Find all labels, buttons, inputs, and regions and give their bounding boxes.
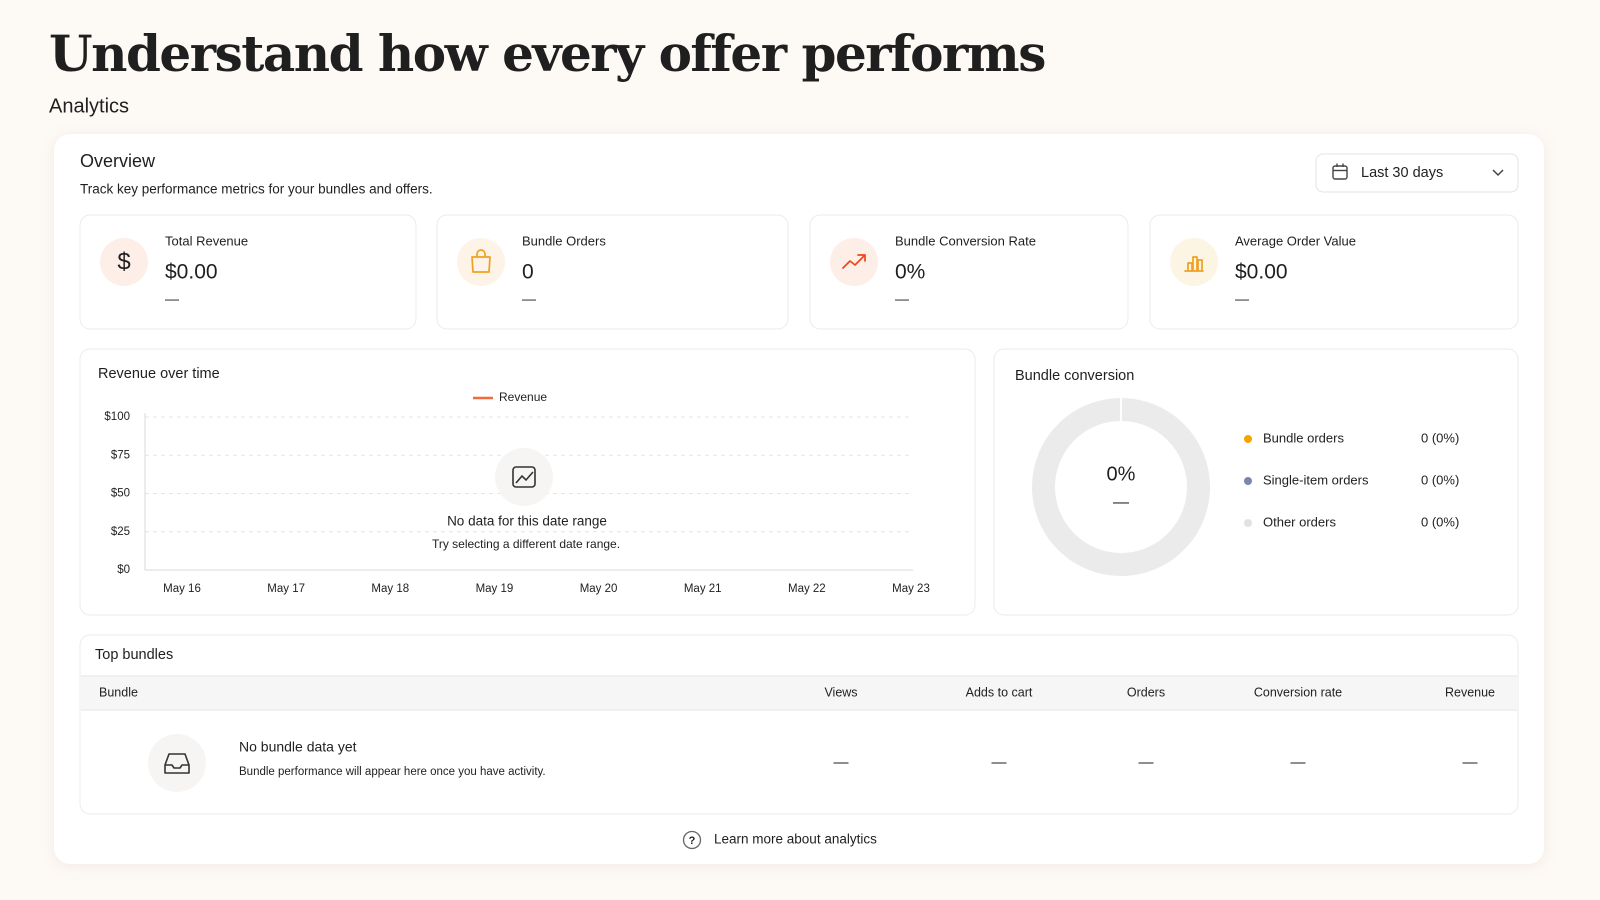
y-tick-label: $0 [117,564,130,576]
metric-value: $0.00 [1235,261,1288,284]
table-title: Top bundles [95,647,173,663]
metric-icon-bg [457,238,505,286]
cell-placeholder: — [834,754,849,771]
legend-name: Other orders [1263,514,1336,529]
column-header: Bundle [99,685,138,699]
donut-center-sub: — [1113,494,1129,511]
cell-placeholder: — [1463,754,1478,771]
date-range-button[interactable]: Last 30 days [1315,153,1519,193]
metric-change: — [522,291,536,307]
donut-center-value: 0% [1107,463,1136,485]
overview-description: Track key performance metrics for your b… [80,182,433,197]
empty-chart-icon [512,466,536,488]
empty-table-hint: Bundle performance will appear here once… [239,766,546,778]
metric-icon: $ [117,248,130,275]
table-card [79,634,1519,815]
empty-chart-hint: Try selecting a different date range. [432,537,620,551]
legend-value: 0 (0%) [1421,430,1459,445]
learn-more-text[interactable]: Learn more about analytics [714,832,877,847]
x-tick-label: May 19 [476,583,514,595]
legend-value: 0 (0%) [1421,514,1459,529]
y-tick-label: $75 [111,449,130,461]
metric-change: — [165,291,179,307]
legend-dot [1244,519,1252,527]
legend-label: Revenue [499,390,547,404]
metric-icon [471,249,491,273]
legend-dot [1244,477,1252,485]
cell-placeholder: — [1291,754,1306,771]
metric-card [79,214,417,330]
column-header: Views [824,685,857,699]
metric-card [436,214,789,330]
page-title: Understand how every offer performs [49,24,1045,83]
learn-more-link[interactable]: ? Learn more about analytics [682,830,878,850]
metric-label: Bundle Orders [522,233,606,248]
x-tick-label: May 23 [892,583,930,595]
metric-change: — [895,291,909,307]
inbox-icon [164,753,190,774]
calendar-icon [1332,163,1348,180]
metric-icon-bg [1170,238,1218,286]
metric-cards: $ Total Revenue $0.00 — Bundle Orders 0 — Bundl… [79,214,1519,330]
help-icon [682,830,702,850]
table-header-row [81,676,1517,710]
revenue-chart: $0 $25 $50 $75 $100 May 16 May 17 May 18 May 19 M… [104,390,929,595]
metric-label: Bundle Conversion Rate [895,233,1036,248]
legend-name: Bundle orders [1263,430,1344,445]
x-tick-label: May 20 [580,583,618,595]
metric-label: Average Order Value [1235,233,1356,248]
empty-table-icon-bg [148,734,206,792]
metric-icon [842,254,866,269]
cell-placeholder: — [992,754,1007,771]
chevron-icon [1492,169,1504,177]
column-header: Adds to cart [966,685,1033,699]
overview-title: Overview [80,151,156,171]
page-subtitle: Analytics [49,95,129,117]
metric-icon [1184,256,1204,272]
empty-table-title: No bundle data yet [239,739,357,755]
donut-legend: Bundle orders 0 (0%) Single-item orders 0 (… [1244,430,1459,529]
metric-value: $0.00 [165,261,218,284]
help-icon-mark: ? [689,835,696,847]
metric-change: — [1235,291,1249,307]
metric-value: 0% [895,261,925,284]
metric-value: 0 [522,261,534,284]
x-tick-label: May 17 [267,583,305,595]
x-tick-label: May 16 [163,583,201,595]
revenue-chart-title: Revenue over time [98,366,220,382]
date-range-label[interactable]: Last 30 days [1361,165,1443,181]
y-tick-label: $100 [104,411,130,423]
metric-card [809,214,1129,330]
conversion-title: Bundle conversion [1015,368,1134,384]
cell-placeholder: — [1139,754,1154,771]
table: Bundle Views Adds to cart Orders Conversion … [99,685,1495,771]
legend-name: Single-item orders [1263,472,1369,487]
metric-card [1149,214,1519,330]
column-header: Orders [1127,685,1165,699]
y-tick-label: $25 [111,526,130,538]
y-tick-label: $50 [111,488,130,500]
legend-dot [1244,435,1252,443]
column-header: Revenue [1445,685,1495,699]
x-tick-label: May 22 [788,583,826,595]
metric-label: Total Revenue [165,233,248,248]
metric-icon-bg [100,238,148,286]
column-header: Conversion rate [1254,685,1342,699]
date-button-box[interactable] [1315,153,1519,193]
empty-chart-title: No data for this date range [447,514,607,529]
metric-icon-bg [830,238,878,286]
x-tick-label: May 21 [684,583,722,595]
x-tick-label: May 18 [371,583,409,595]
legend-value: 0 (0%) [1421,472,1459,487]
